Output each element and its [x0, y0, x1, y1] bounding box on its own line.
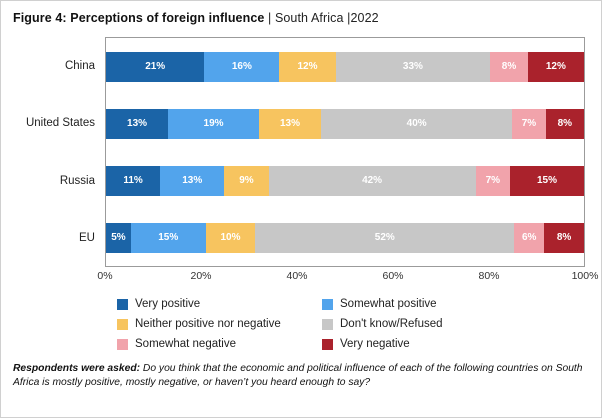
- legend-label: Neither positive nor negative: [135, 318, 281, 330]
- category-label: United States: [25, 117, 95, 130]
- x-tick-label: 60%: [382, 270, 404, 282]
- legend-swatch: [322, 318, 333, 330]
- bar-segment: 13%: [106, 108, 169, 139]
- bar-segment-label: 40%: [406, 118, 427, 129]
- bar-segment: 6%: [514, 222, 545, 253]
- bar-segment-label: 11%: [123, 175, 143, 186]
- bar-row: 21% 16% 12% 33% 8% 12%: [106, 51, 584, 82]
- bar-segment: 13%: [258, 108, 322, 139]
- figure-title-rest: | South Africa |2022: [264, 11, 379, 25]
- bar-segment: 12%: [279, 51, 336, 82]
- bar-segment: 8%: [545, 108, 584, 139]
- category-label: Russia: [59, 174, 95, 187]
- x-tick-label: 100%: [571, 270, 599, 282]
- bar-segment-label: 13%: [182, 175, 203, 186]
- legend-item: Don't know/Refused: [322, 318, 552, 330]
- legend-swatch: [117, 318, 128, 330]
- bar-row: 13% 19% 13% 40% 7% 8%: [106, 108, 584, 139]
- legend-label: Don't know/Refused: [340, 318, 443, 330]
- bar-segment: 16%: [204, 51, 280, 82]
- bar-segment: 7%: [512, 108, 546, 139]
- figure-title-bold: Figure 4: Perceptions of foreign influen…: [13, 11, 265, 25]
- bar-segment-label: 8%: [557, 118, 573, 129]
- legend-label: Very positive: [135, 298, 201, 310]
- bar-segment-label: 12%: [545, 61, 566, 72]
- bar-segment-label: 8%: [556, 232, 572, 243]
- bar-segment: 12%: [527, 51, 584, 82]
- bar-segment-label: 42%: [362, 175, 383, 186]
- bar-segment: 40%: [321, 108, 513, 139]
- chart-legend: Very positive Somewhat positive Neither po…: [117, 298, 585, 350]
- bar-segment: 19%: [168, 108, 259, 139]
- legend-item: Neither positive nor negative: [117, 318, 322, 330]
- bar-segment-label: 10%: [220, 232, 241, 243]
- plot-area: 21% 16% 12% 33% 8% 12% 13% 19% 13% 40% 7% 8% 11% 13% 9…: [105, 37, 585, 267]
- bar-segment-label: 5%: [111, 232, 126, 243]
- bar-segment-label: 6%: [521, 232, 537, 243]
- bar-segment-label: 7%: [521, 118, 537, 129]
- bar-segment-label: 33%: [402, 61, 423, 72]
- category-label: EU: [79, 232, 95, 245]
- bar-segment: 15%: [130, 222, 206, 253]
- bar-segment-label: 7%: [485, 175, 501, 186]
- bar-segment-label: 15%: [536, 175, 557, 186]
- footnote: Respondents were asked: Do you think tha…: [13, 362, 589, 390]
- legend-label: Somewhat positive: [340, 298, 437, 310]
- y-axis-labels: China United States Russia EU: [13, 37, 105, 267]
- bar-segment-label: 12%: [297, 61, 318, 72]
- bar-segment: 9%: [224, 165, 269, 196]
- footnote-lead: Respondents were asked:: [13, 363, 141, 374]
- x-tick-label: 40%: [286, 270, 308, 282]
- bar-segment: 13%: [160, 165, 225, 196]
- bar-segment: 42%: [268, 165, 476, 196]
- bar-segment: 52%: [255, 222, 515, 253]
- x-tick-label: 80%: [478, 270, 500, 282]
- x-axis: 0% 20% 40% 60% 80% 100%: [97, 270, 598, 286]
- bar-segment: 21%: [106, 51, 205, 82]
- legend-item: Somewhat positive: [322, 298, 552, 310]
- bar-segment-label: 13%: [279, 118, 300, 129]
- x-tick-label: 20%: [190, 270, 212, 282]
- bar-segment-label: 15%: [158, 232, 179, 243]
- category-label: China: [64, 59, 95, 72]
- bar-segment-label: 13%: [127, 118, 148, 129]
- legend-swatch: [117, 338, 128, 350]
- legend-label: Somewhat negative: [135, 338, 237, 350]
- legend-item: Very positive: [117, 298, 322, 310]
- legend-swatch: [322, 338, 333, 350]
- legend-label: Very negative: [340, 338, 410, 350]
- x-tick-label: 0%: [97, 270, 113, 282]
- bar-row: 5% 15% 10% 52% 6% 8%: [106, 222, 584, 253]
- bar-segment-label: 21%: [145, 61, 166, 72]
- bar-segment-label: 8%: [501, 61, 517, 72]
- bar-segment: 10%: [205, 222, 256, 253]
- legend-swatch: [322, 298, 333, 310]
- bar-segment-label: 19%: [203, 118, 224, 129]
- bar-segment: 15%: [510, 165, 584, 196]
- bar-segment-label: 9%: [239, 175, 254, 186]
- bar-segment: 7%: [475, 165, 511, 196]
- bar-segment: 33%: [335, 51, 491, 82]
- bar-segment: 11%: [106, 165, 161, 196]
- figure-title: Figure 4: Perceptions of foreign influen…: [1, 1, 601, 27]
- bar-segment: 5%: [106, 222, 131, 253]
- legend-item: Somewhat negative: [117, 338, 322, 350]
- stacked-bar-chart: China United States Russia EU 21% 16% 12% 33% 8…: [13, 37, 598, 350]
- bar-segment-label: 52%: [374, 232, 395, 243]
- legend-swatch: [117, 298, 128, 310]
- bar-segment-label: 16%: [231, 61, 252, 72]
- bar-segment: 8%: [490, 51, 528, 82]
- footnote-text: Do you think that the economic and polit…: [13, 363, 583, 389]
- bar-segment: 8%: [544, 222, 584, 253]
- legend-item: Very negative: [322, 338, 552, 350]
- bar-row: 11% 13% 9% 42% 7% 15%: [106, 165, 584, 196]
